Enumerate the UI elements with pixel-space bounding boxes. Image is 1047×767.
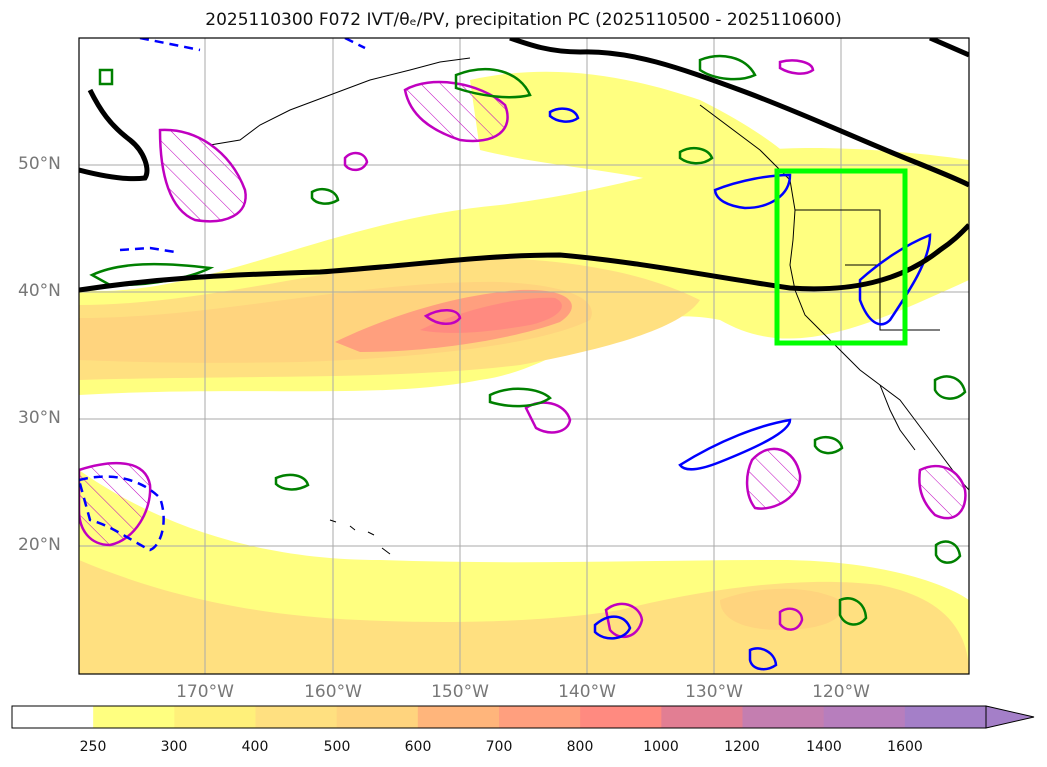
blue-pv-contour xyxy=(748,647,778,671)
green-pv-contour xyxy=(274,473,310,491)
colorbar-segment xyxy=(255,706,338,728)
magenta-pv-contour xyxy=(343,151,369,172)
coastline xyxy=(209,57,969,555)
lon-label-170w: 170°W xyxy=(176,682,234,702)
lat-label-20n: 20°N xyxy=(18,535,61,555)
ivt-band-800 xyxy=(420,297,562,333)
magenta-pv-contour xyxy=(423,309,462,325)
magenta-pv-contour xyxy=(918,464,967,520)
colorbar-segment xyxy=(336,706,419,728)
colorbar-extend-arrow xyxy=(985,705,1035,729)
colorbar-segment xyxy=(580,706,662,728)
magenta-pv-contour xyxy=(158,128,247,223)
alaska-coast xyxy=(209,57,471,146)
green-pv-contour xyxy=(934,540,962,564)
theta-e-line xyxy=(79,223,969,293)
lat-label-50n: 50°N xyxy=(18,154,61,174)
theta-e-line xyxy=(509,38,969,188)
green-pv-contour xyxy=(933,375,967,400)
blue-pv-contour xyxy=(119,38,366,254)
lat-label-40n: 40°N xyxy=(18,281,61,301)
colorbar-tick: 600 xyxy=(404,739,432,755)
colorbar-segment xyxy=(12,706,94,728)
blue-pv-contour xyxy=(858,233,932,326)
baja-peninsula xyxy=(879,384,916,451)
magenta-pv-contour xyxy=(79,461,152,547)
blue-pv-contour xyxy=(593,615,632,640)
colorbar-tick: 1400 xyxy=(806,739,842,755)
green-pv-contour xyxy=(310,188,340,205)
lat-label-30n: 30°N xyxy=(18,408,61,428)
colorbar-segment xyxy=(417,706,500,728)
magenta-pv-contour xyxy=(778,607,804,631)
colorbar-tick: 1600 xyxy=(887,739,923,755)
colorbar-segment xyxy=(661,706,743,728)
colorbar-tick: 400 xyxy=(241,739,269,755)
green-pv-contour xyxy=(488,387,552,408)
highlight-box xyxy=(774,168,908,346)
colorbar-segment xyxy=(93,706,175,728)
colorbar-segment xyxy=(499,706,581,728)
magenta-pv-contour xyxy=(403,80,509,143)
colorbar xyxy=(11,705,1035,729)
theta-e-line xyxy=(929,38,969,58)
ivt-band-250-north xyxy=(470,71,820,200)
figure-title: 2025110300 F072 IVT/θₑ/PV, precipitation… xyxy=(205,10,842,30)
magenta-pv-contour xyxy=(778,59,815,75)
pv-contours xyxy=(79,38,967,671)
colorbar-tick: 800 xyxy=(566,739,594,755)
green-pv-contour xyxy=(698,54,757,81)
magenta-pv-contour xyxy=(745,447,802,510)
colorbar-tick: 700 xyxy=(485,739,513,755)
colorbar-tick: 300 xyxy=(160,739,188,755)
north-america-west-coast xyxy=(699,104,969,491)
colorbar-segment xyxy=(904,706,987,728)
colorbar-segment xyxy=(174,706,256,728)
blue-pv-contour xyxy=(678,418,792,471)
colorbar-segment xyxy=(742,706,825,728)
blue-pv-contour xyxy=(79,475,165,552)
theta-e-contour xyxy=(79,38,969,293)
ivt-band-south-500 xyxy=(720,588,842,630)
blue-pv-contour xyxy=(548,107,580,123)
colorbar-tick: 500 xyxy=(323,739,351,755)
state-line xyxy=(879,265,940,331)
map-frame xyxy=(78,37,970,675)
theta-e-line xyxy=(79,88,150,182)
colorbar-tick: 250 xyxy=(79,739,107,755)
map-content xyxy=(79,38,969,674)
lon-label-140w: 140°W xyxy=(558,682,616,702)
green-pv-contour xyxy=(678,146,714,165)
hawaii-islands xyxy=(329,519,391,555)
colorbar-tick: 1200 xyxy=(724,739,760,755)
green-pv-contour xyxy=(813,436,844,455)
lon-label-150w: 150°W xyxy=(431,682,489,702)
colorbar-tick: 1000 xyxy=(643,739,679,755)
green-pv-contour xyxy=(98,68,114,86)
green-pv-contour xyxy=(454,67,532,99)
lon-label-160w: 160°W xyxy=(304,682,362,702)
ivt-band-south-300 xyxy=(79,560,969,674)
ivt-shading xyxy=(79,71,969,674)
lon-label-120w: 120°W xyxy=(812,682,870,702)
graticule xyxy=(79,38,969,674)
lon-label-130w: 130°W xyxy=(685,682,743,702)
us-interior-border xyxy=(795,209,881,266)
magenta-pv-contour xyxy=(604,602,644,639)
green-pv-contour xyxy=(838,597,868,626)
colorbar-segment xyxy=(823,706,906,728)
